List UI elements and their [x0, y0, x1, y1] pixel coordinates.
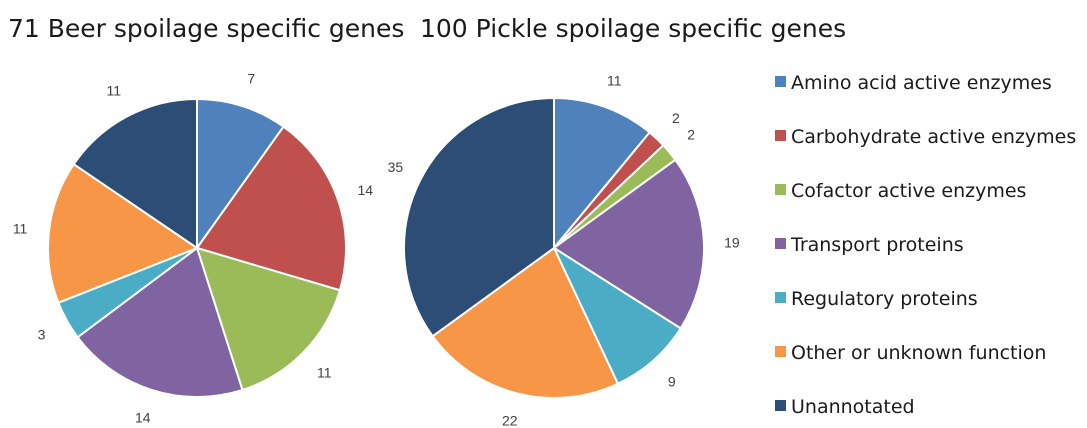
legend-label-unannotated: Unannotated [791, 396, 915, 418]
beer-slice-amino-acid-active-enzymes [196, 97, 285, 252]
legend-swatch-other-or-unknown-function [775, 346, 786, 357]
pickle-data-label-regulatory-proteins: 9 [668, 374, 676, 390]
pickle-slice-other-or-unknown-function [431, 246, 620, 399]
beer-data-label-unannotated: 11 [106, 83, 121, 99]
pickle-data-label-amino-acid-active-enzymes: 11 [607, 73, 622, 89]
beer-slice-carbohydrate-active-enzymes [195, 125, 347, 292]
legend: Amino acid active enzymes Carbohydrate ac… [775, 72, 1076, 418]
legend-swatch-unannotated [775, 400, 786, 411]
legend-label-other-or-unknown-function: Other or unknown function [791, 342, 1046, 364]
legend-label-regulatory-proteins: Regulatory proteins [791, 288, 978, 310]
beer-slice-unannotated [72, 97, 198, 250]
beer-slice-transport-proteins [76, 246, 244, 398]
beer-data-label-carbohydrate-active-enzymes: 14 [357, 182, 373, 198]
pickle-data-label-other-or-unknown-function: 22 [502, 412, 518, 428]
pickle-slice-transport-proteins [552, 158, 705, 330]
beer-slice-other-or-unknown-function [47, 162, 200, 305]
pickle-slice-unannotated [403, 96, 555, 338]
pickle-data-label-transport-proteins: 19 [724, 234, 740, 250]
legend-label-carbohydrate-active-enzymes: Carbohydrate active enzymes [791, 126, 1076, 148]
legend-swatch-cofactor-active-enzymes [775, 184, 786, 195]
pickle-data-label-cofactor-active-enzymes: 2 [687, 127, 695, 143]
pickle-slice-regulatory-proteins [551, 245, 683, 386]
beer-data-label-amino-acid-active-enzymes: 7 [247, 70, 255, 86]
beer-slice-cofactor-active-enzymes [195, 246, 342, 392]
legend-swatch-amino-acid-active-enzymes [775, 76, 786, 87]
beer-pie-chart: 7 14 11 14 3 11 11 [13, 70, 373, 425]
legend-label-cofactor-active-enzymes: Cofactor active enzymes [791, 180, 1026, 202]
pickle-data-label-unannotated: 35 [388, 159, 404, 175]
pickle-pie-chart: 11 22 19 9 22 35 [388, 73, 740, 428]
beer-data-label-other-or-unknown-function: 11 [13, 220, 28, 236]
pickle-slice-amino-acid-active-enzymes [553, 96, 652, 251]
beer-data-label-transport-proteins: 14 [135, 410, 151, 426]
beer-data-label-cofactor-active-enzymes: 11 [317, 364, 332, 380]
legend-swatch-regulatory-proteins [775, 292, 786, 303]
beer-data-label-regulatory-proteins: 3 [38, 327, 46, 343]
beer-pie-title: 71 Beer spoilage specific genes [8, 14, 404, 43]
pickle-data-label-carbohydrate-active-enzymes: 2 [672, 110, 680, 126]
legend-swatch-carbohydrate-active-enzymes [775, 130, 786, 141]
legend-label-transport-proteins: Transport proteins [790, 234, 964, 256]
legend-swatch-transport-proteins [775, 238, 786, 249]
legend-label-amino-acid-active-enzymes: Amino acid active enzymes [791, 72, 1052, 94]
pickle-pie-title: 100 Pickle spoilage specific genes [420, 14, 846, 43]
